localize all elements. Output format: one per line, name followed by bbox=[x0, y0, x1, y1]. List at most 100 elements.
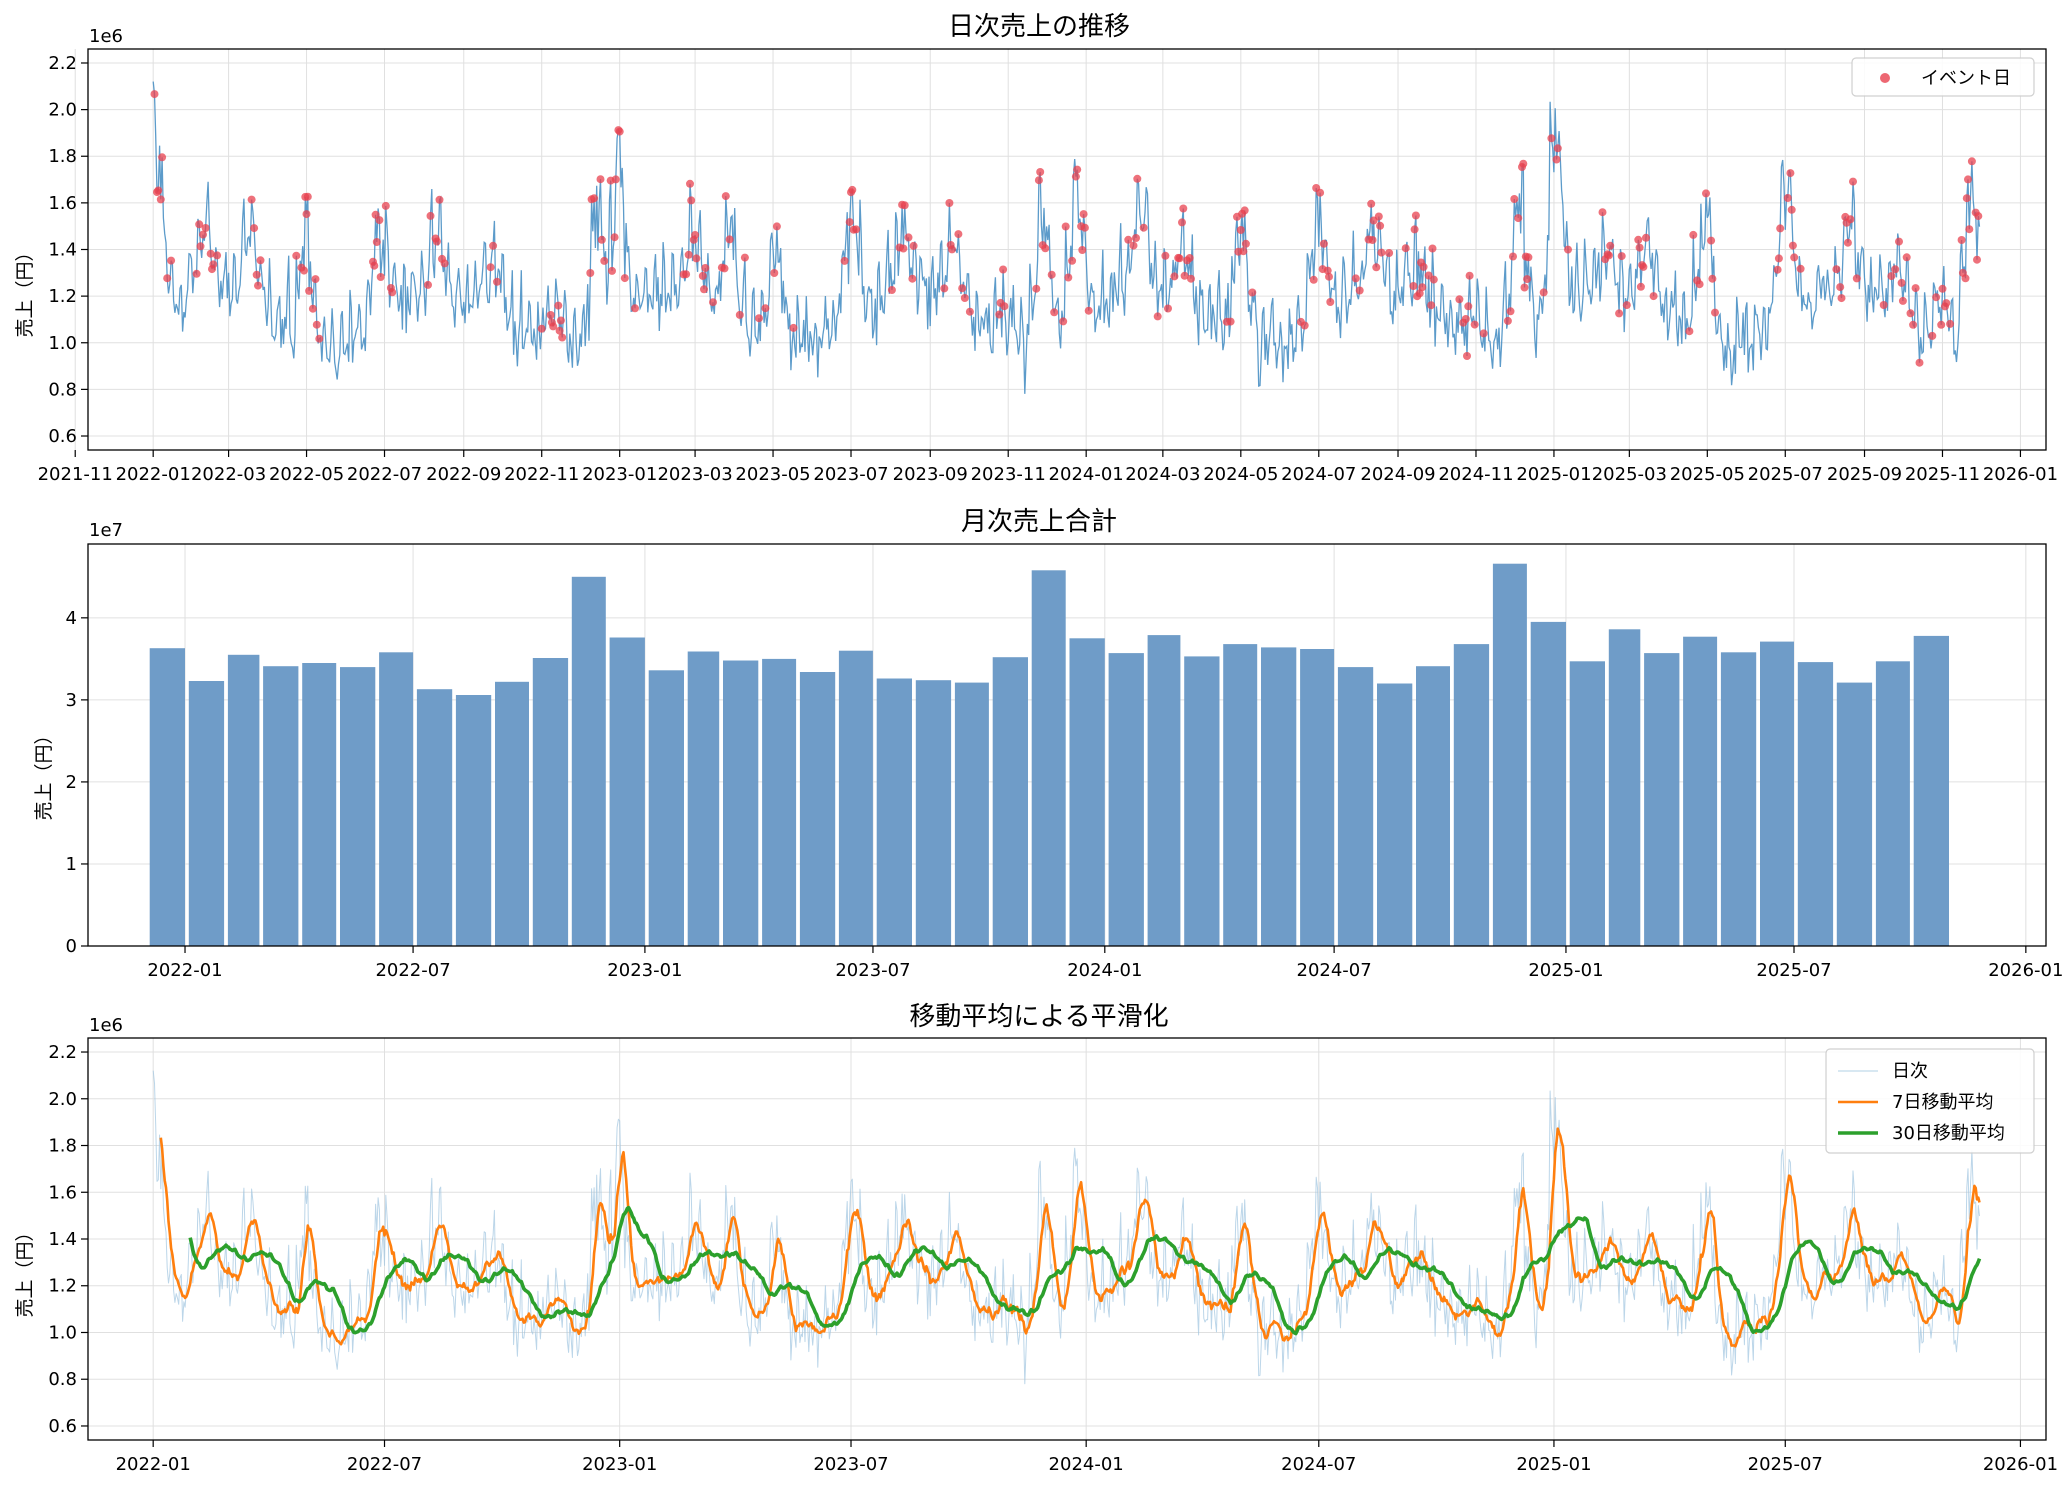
event-day-point bbox=[631, 304, 639, 313]
event-day-point bbox=[1961, 274, 1970, 283]
event-day-point bbox=[1879, 301, 1888, 309]
event-day-point bbox=[493, 277, 501, 286]
chart2-title: 月次売上合計 bbox=[961, 507, 1117, 537]
event-day-point bbox=[388, 288, 397, 297]
event-day-point bbox=[1776, 224, 1785, 233]
event-day-point bbox=[1911, 284, 1920, 293]
y-tick-label: 1.4 bbox=[48, 1229, 77, 1250]
legend-label: 7日移動平均 bbox=[1892, 1092, 1993, 1113]
event-day-point bbox=[292, 251, 301, 260]
event-day-point bbox=[848, 185, 857, 194]
monthly-bar bbox=[762, 658, 797, 946]
event-day-point bbox=[1000, 302, 1009, 311]
event-day-point bbox=[1689, 230, 1698, 239]
x-tick-label: 2024-09 bbox=[1360, 464, 1435, 485]
event-day-point bbox=[1374, 212, 1383, 221]
event-day-point bbox=[1708, 274, 1717, 283]
event-day-point bbox=[1084, 306, 1093, 315]
monthly-bar bbox=[263, 666, 299, 946]
event-day-point bbox=[163, 274, 172, 283]
event-day-point bbox=[1239, 247, 1248, 256]
event-day-point bbox=[1367, 199, 1376, 208]
event-day-point bbox=[1539, 288, 1548, 297]
event-day-point bbox=[686, 179, 694, 188]
event-day-point bbox=[206, 249, 215, 258]
ma7-line bbox=[159, 1127, 1981, 1348]
event-day-point bbox=[537, 324, 546, 333]
event-day-point bbox=[1325, 272, 1333, 281]
event-day-point bbox=[1470, 320, 1479, 329]
event-day-point bbox=[1887, 272, 1896, 281]
daily-sales-chart: 日次売上の推移 1e6 売上（円） 0.6 0.8 1.0 1.2 1.4 1.6 1.8 2… bbox=[14, 12, 2058, 485]
x-tick-label: 2024-07 bbox=[1281, 464, 1356, 485]
event-day-point bbox=[1377, 248, 1386, 257]
event-day-point bbox=[195, 220, 204, 229]
monthly-bar bbox=[1261, 647, 1297, 946]
event-day-point bbox=[1898, 296, 1907, 305]
x-tick-label: 2023-07 bbox=[813, 1454, 888, 1475]
chart3-offset-label: 1e6 bbox=[89, 1015, 123, 1036]
monthly-bar bbox=[876, 678, 912, 946]
monthly-bar bbox=[149, 648, 185, 946]
event-day-point bbox=[586, 269, 595, 277]
monthly-bar bbox=[915, 680, 952, 946]
y-tick-label: 1.8 bbox=[48, 1136, 77, 1157]
event-day-point bbox=[1461, 315, 1470, 323]
y-tick-label: 2.2 bbox=[48, 1042, 77, 1063]
event-day-point bbox=[590, 194, 599, 203]
event-day-point bbox=[1635, 243, 1644, 252]
event-day-point bbox=[1179, 204, 1188, 213]
x-tick-label: 2024-03 bbox=[1125, 464, 1200, 485]
event-day-point bbox=[1153, 312, 1162, 321]
x-tick-label: 2024-07 bbox=[1297, 960, 1372, 981]
event-day-point bbox=[1702, 189, 1710, 198]
event-day-point bbox=[1175, 254, 1184, 263]
monthly-bar bbox=[302, 663, 337, 946]
event-day-point bbox=[1836, 283, 1845, 292]
event-day-point bbox=[1419, 262, 1428, 271]
chart1-title: 日次売上の推移 bbox=[948, 12, 1130, 42]
y-tick-label: 1 bbox=[66, 854, 77, 875]
x-tick-label: 2022-07 bbox=[347, 1454, 422, 1475]
event-day-point bbox=[1783, 194, 1792, 202]
event-day-point bbox=[247, 195, 256, 204]
x-tick-label: 2023-07 bbox=[813, 464, 888, 485]
event-day-point bbox=[1316, 188, 1325, 197]
event-day-point bbox=[372, 238, 381, 246]
event-day-point bbox=[1064, 273, 1073, 282]
event-day-point bbox=[958, 284, 967, 293]
chart3-grid bbox=[88, 1038, 2046, 1440]
monthly-bar bbox=[1147, 635, 1181, 946]
event-day-point bbox=[1455, 295, 1464, 304]
legend-label-event: イベント日 bbox=[1921, 68, 2011, 89]
event-day-point bbox=[709, 298, 717, 307]
event-day-point bbox=[302, 210, 311, 219]
chart1-grid bbox=[74, 49, 2046, 450]
event-day-point bbox=[684, 250, 693, 259]
event-day-point bbox=[158, 153, 167, 162]
event-day-point bbox=[1786, 169, 1795, 178]
event-day-point bbox=[213, 251, 222, 260]
monthly-bar bbox=[1031, 570, 1066, 946]
chart2-ylabel: 売上（円） bbox=[33, 725, 55, 820]
event-day-point bbox=[1837, 294, 1846, 303]
event-day-point bbox=[1503, 316, 1512, 325]
monthly-bar bbox=[1416, 666, 1450, 946]
event-day-point bbox=[1036, 168, 1045, 176]
event-day-point bbox=[555, 326, 564, 335]
event-day-point bbox=[1428, 244, 1437, 253]
event-day-point bbox=[1938, 284, 1947, 293]
event-day-point bbox=[899, 244, 908, 253]
event-day-point bbox=[1068, 256, 1077, 265]
event-day-point bbox=[682, 270, 691, 279]
y-tick-label: 0.6 bbox=[48, 1416, 77, 1437]
monthly-bar bbox=[609, 637, 645, 946]
event-day-point bbox=[1355, 286, 1364, 295]
event-day-point bbox=[1047, 270, 1056, 279]
event-day-point bbox=[1418, 283, 1427, 292]
event-day-point bbox=[1427, 301, 1436, 310]
event-day-point bbox=[1124, 235, 1133, 244]
event-day-point bbox=[308, 304, 317, 313]
x-tick-label: 2025-09 bbox=[1827, 464, 1902, 485]
event-day-point bbox=[1615, 309, 1624, 318]
